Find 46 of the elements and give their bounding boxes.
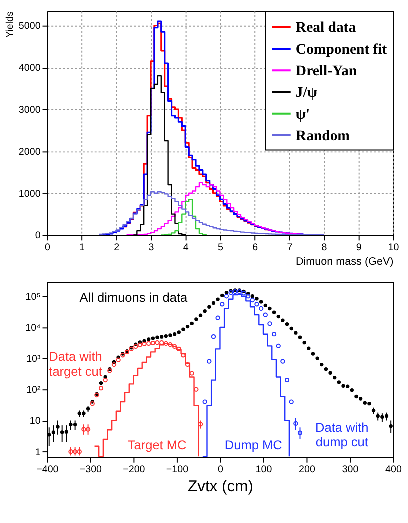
x-tick-label: 0 (218, 464, 224, 476)
x-tick-label: 9 (356, 242, 362, 254)
series-label: All dimuons in data (80, 290, 189, 306)
series-label: Target MC (128, 438, 187, 453)
series-label: Dump MC (224, 438, 282, 453)
legend-label: J/ψ (296, 85, 318, 102)
x-tick-label: 300 (342, 464, 360, 476)
x-tick-label: 4 (183, 242, 190, 254)
x-tick-label: 200 (299, 464, 316, 476)
y-tick-label: 4000 (18, 63, 42, 74)
y-tick-label: 10² (26, 385, 42, 396)
legend-label: Random (296, 128, 351, 144)
x-tick-label: 7 (287, 242, 293, 254)
x-tick-label: 1 (80, 242, 86, 254)
legend-label: Component fit (296, 42, 388, 58)
x-tick-label: −400 (36, 464, 60, 476)
x-tick-label: 0 (44, 242, 51, 254)
y-tick-label: 10³ (26, 354, 42, 365)
x-tick-label: −300 (80, 464, 103, 476)
y-tick-label: 3000 (18, 105, 42, 116)
x-axis-title: Zvtx (cm) (188, 478, 254, 496)
y-axis-title: Yields (5, 12, 16, 38)
series-label: Data with dump cut (316, 420, 369, 450)
legend-label: Drell-Yan (296, 64, 358, 80)
x-tick-label: 10 (388, 242, 400, 254)
y-tick-label: 1000 (18, 188, 42, 200)
x-tick-label: 3 (148, 242, 155, 254)
legend-label: ψ' (296, 106, 310, 123)
y-tick-label: 10⁵ (26, 292, 41, 303)
x-tick-label: 400 (386, 464, 402, 476)
x-tick-label: 100 (256, 464, 273, 476)
x-tick-label: 8 (322, 242, 328, 254)
y-tick-label: 1 (35, 447, 41, 458)
y-tick-label: 2000 (18, 146, 42, 158)
legend-label: Real data (296, 20, 357, 36)
y-tick-label: 10 (30, 416, 42, 428)
x-tick-label: −100 (166, 464, 190, 476)
series-label: Data with target cut (49, 349, 103, 379)
x-axis-title: Dimuon mass (GeV) (296, 256, 394, 268)
x-tick-label: 6 (252, 242, 259, 254)
x-tick-label: 5 (218, 242, 224, 254)
y-tick-label: 0 (35, 230, 42, 242)
y-tick-label: 10⁴ (26, 322, 41, 334)
y-tick-label: 5000 (18, 21, 42, 32)
x-tick-label: 2 (114, 242, 120, 254)
x-tick-label: −200 (123, 464, 146, 476)
